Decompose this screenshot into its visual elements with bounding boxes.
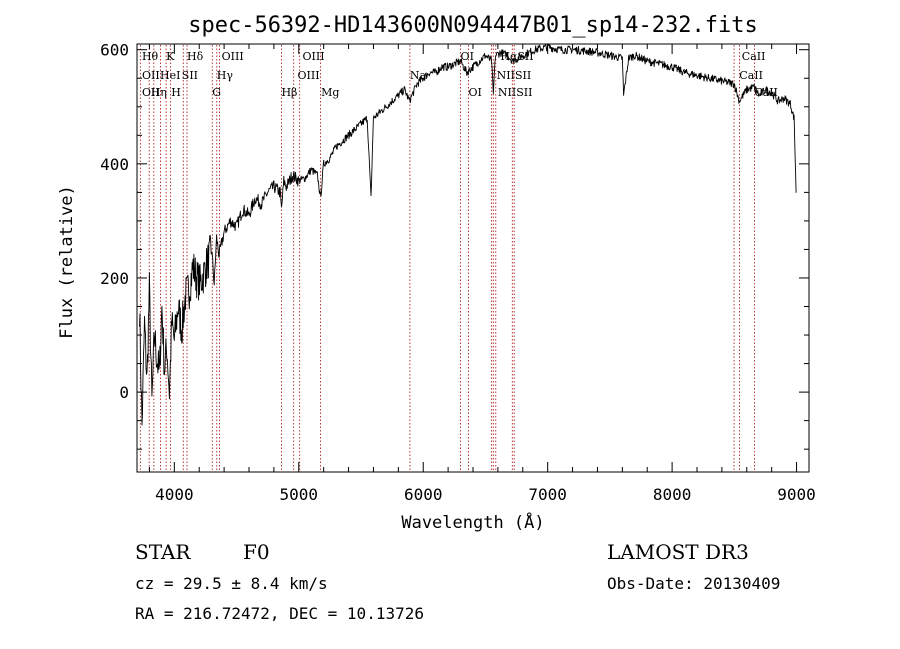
- line-label-13: OIII: [298, 69, 320, 82]
- line-label-23: CaII: [739, 69, 763, 82]
- x-axis-ticks: 4000 5000 6000 7000 8000 9000: [148, 44, 816, 504]
- line-label-1: OII: [142, 69, 160, 82]
- line-label-20: NIISII: [498, 86, 533, 99]
- y-tick-label-600: 600: [100, 41, 129, 60]
- y-tick-label-0: 0: [119, 383, 129, 402]
- survey-name: LAMOST DR3: [607, 540, 749, 564]
- line-label-22: CaII: [742, 50, 766, 63]
- line-label-24: CaII: [754, 86, 778, 99]
- line-label-5: K: [166, 50, 175, 63]
- line-label-18: OI: [469, 86, 482, 99]
- line-labels: HθOIIOIIHηHeIKHSIIHδGHγOIIIHβOIIIOIIIMgN…: [142, 50, 778, 99]
- x-tick-label-9000: 9000: [777, 485, 816, 504]
- line-markers: [139, 45, 755, 471]
- line-label-15: Mg: [321, 86, 339, 99]
- x-tick-label-6000: 6000: [404, 485, 443, 504]
- line-label-6: H: [171, 86, 181, 99]
- redshift-readout: cz = 29.5 ± 8.4 km/s: [135, 574, 328, 593]
- line-label-7: SII: [182, 69, 198, 82]
- line-label-16: Na: [410, 69, 427, 82]
- chart-title: spec-56392-HD143600N094447B01_sp14-232.f…: [188, 13, 758, 38]
- x-tick-label-5000: 5000: [280, 485, 319, 504]
- coordinates-readout: RA = 216.72472, DEC = 10.13726: [135, 604, 424, 623]
- y-tick-label-400: 400: [100, 155, 129, 174]
- line-label-17: OI: [461, 50, 474, 63]
- spectrum-line: [139, 43, 797, 426]
- line-label-4: HeI: [160, 69, 180, 82]
- y-axis-ticks: 0 200 400 600: [100, 41, 809, 450]
- object-subclass: F0: [243, 540, 270, 564]
- object-class: STAR: [135, 540, 191, 564]
- line-label-11: OIII: [222, 50, 244, 63]
- x-tick-label-8000: 8000: [653, 485, 692, 504]
- line-label-10: Hγ: [217, 69, 234, 82]
- line-label-19: NIISII: [497, 69, 532, 82]
- line-label-3: Hη: [151, 86, 167, 99]
- x-tick-label-7000: 7000: [528, 485, 567, 504]
- line-label-12: Hβ: [281, 86, 297, 99]
- line-label-2: OII: [142, 86, 160, 99]
- x-axis-label: Wavelength (Å): [401, 511, 544, 533]
- line-label-0: Hθ: [142, 50, 159, 63]
- line-label-9: G: [212, 86, 221, 99]
- y-tick-label-200: 200: [100, 269, 129, 288]
- line-label-14: OIII: [303, 50, 325, 63]
- obs-date: Obs-Date: 20130409: [607, 574, 781, 593]
- plot-frame: [136, 43, 810, 473]
- spectrum-series: [139, 43, 797, 426]
- y-axis-label: Flux (relative): [57, 185, 77, 339]
- spectrum-chart: spec-56392-HD143600N094447B01_sp14-232.f…: [57, 13, 816, 533]
- line-label-8: Hδ: [187, 50, 204, 63]
- x-tick-label-4000: 4000: [155, 485, 194, 504]
